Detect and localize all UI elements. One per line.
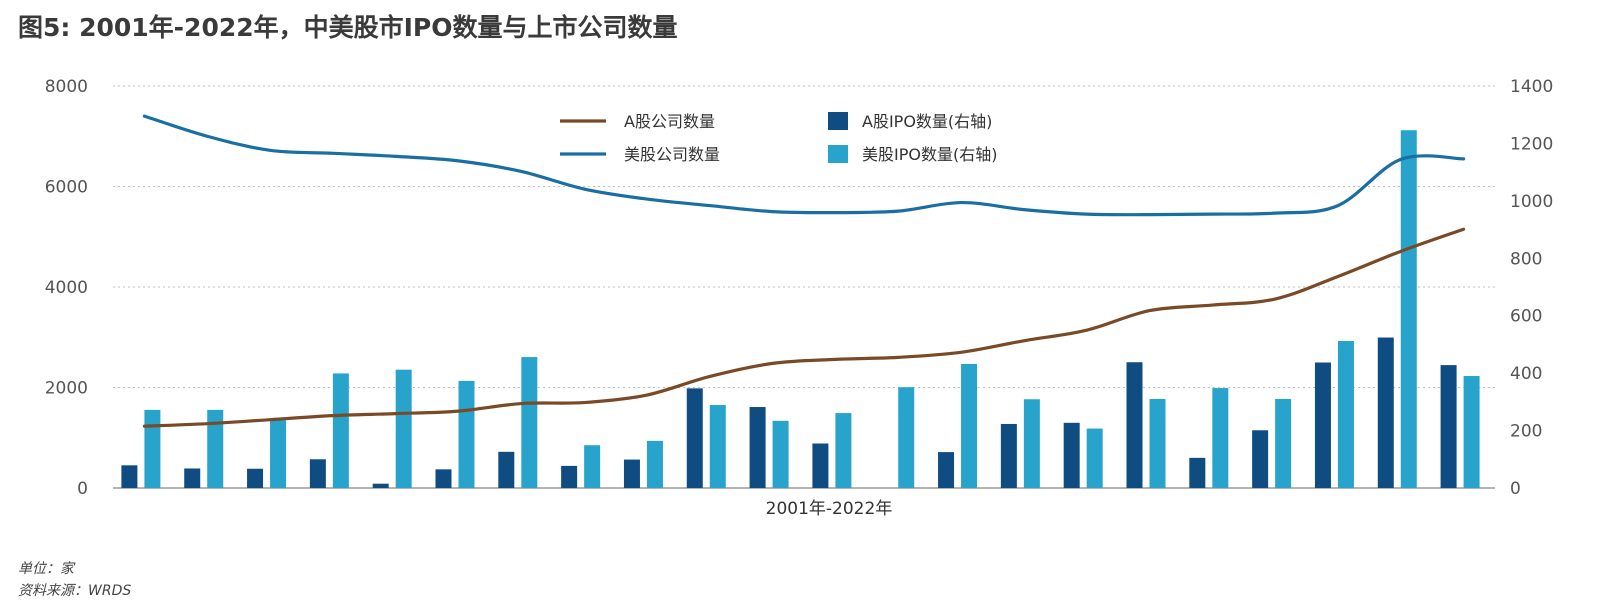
left-tick-label: 0 (77, 479, 88, 499)
bar-series (121, 130, 1480, 488)
us-ipo-bar (1337, 340, 1354, 488)
us-ipo-bar (270, 420, 287, 488)
source-note: 资料来源：WRDS (18, 583, 132, 599)
us-ipo-bar (646, 440, 663, 488)
x-axis-label: 2001年-2022年 (766, 499, 893, 519)
left-tick-label: 2000 (45, 379, 88, 399)
us-ipo-bar (772, 420, 789, 488)
legend-label: A股IPO数量(右轴) (862, 112, 992, 131)
a-share-ipo-bar (1189, 457, 1206, 488)
us-ipo-bar (458, 380, 475, 488)
us-company-count-line (142, 114, 1466, 217)
a-share-ipo-bar (686, 388, 703, 488)
right-tick-label: 0 (1510, 479, 1521, 499)
us-ipo-bar (835, 413, 852, 488)
a-share-ipo-bar (623, 459, 640, 488)
legend-bar-swatch (828, 145, 848, 163)
legend-label: 美股IPO数量(右轴) (862, 145, 997, 164)
a-share-ipo-bar (1000, 423, 1017, 488)
legend-label: A股公司数量 (624, 112, 715, 131)
a-share-ipo-bar (435, 469, 452, 488)
a-share-ipo-bar (309, 459, 326, 488)
us-ipo-bar (709, 405, 726, 488)
left-tick-label: 4000 (45, 278, 88, 298)
legend-label: 美股公司数量 (624, 145, 720, 164)
a-share-ipo-bar (938, 452, 955, 488)
us-ipo-bar (1463, 376, 1480, 488)
us-ipo-bar (1212, 388, 1229, 488)
us-ipo-bar (395, 369, 412, 488)
right-tick-label: 400 (1510, 364, 1542, 384)
right-tick-label: 1200 (1510, 134, 1553, 154)
right-tick-label: 800 (1510, 249, 1542, 269)
us-ipo-bar (961, 363, 978, 488)
unit-note: 单位：家 (18, 561, 74, 577)
right-tick-label: 200 (1510, 422, 1542, 442)
us-ipo-bar (1149, 398, 1166, 488)
left-y-axis: 0 2000 4000 6000 8000 (45, 77, 88, 499)
right-y-axis: 0 200 400 600 800 1000 1200 1400 (1510, 77, 1553, 499)
us-ipo-bar (207, 409, 224, 488)
a-share-ipo-bar (247, 468, 264, 488)
a-share-ipo-bar (561, 465, 578, 488)
a-share-ipo-bar (184, 468, 201, 488)
right-tick-label: 1000 (1510, 192, 1553, 212)
us-ipo-bar (1400, 130, 1417, 488)
chart-title: 图5: 2001年-2022年，中美股市IPO数量与上市公司数量 (18, 13, 678, 42)
right-tick-label: 600 (1510, 307, 1542, 327)
us-ipo-bar (1275, 398, 1292, 488)
right-tick-label: 1400 (1510, 77, 1553, 97)
a-share-ipo-bar (498, 451, 515, 488)
a-share-ipo-bar (1377, 337, 1394, 488)
us-ipo-bar (521, 357, 538, 488)
a-share-ipo-bar (812, 443, 829, 488)
us-ipo-bar (144, 409, 161, 488)
a-share-ipo-bar (749, 407, 766, 488)
a-share-ipo-bar (121, 465, 138, 488)
us-ipo-bar (1086, 428, 1103, 488)
legend-bar-swatch (828, 112, 848, 130)
a-share-ipo-bar (1126, 362, 1143, 488)
a-share-ipo-bar (1314, 362, 1331, 488)
a-share-ipo-bar (1440, 365, 1457, 488)
us-ipo-bar (584, 445, 601, 488)
a-share-ipo-bar (1063, 422, 1080, 488)
a-share-ipo-bar (372, 483, 389, 488)
left-tick-label: 8000 (45, 77, 88, 97)
left-tick-label: 6000 (45, 178, 88, 198)
us-ipo-bar (898, 387, 915, 488)
us-ipo-bar (332, 373, 349, 488)
a-share-company-count-line (142, 227, 1466, 428)
a-share-ipo-bar (1252, 430, 1269, 488)
us-ipo-bar (1023, 399, 1040, 488)
line-series (142, 114, 1466, 428)
